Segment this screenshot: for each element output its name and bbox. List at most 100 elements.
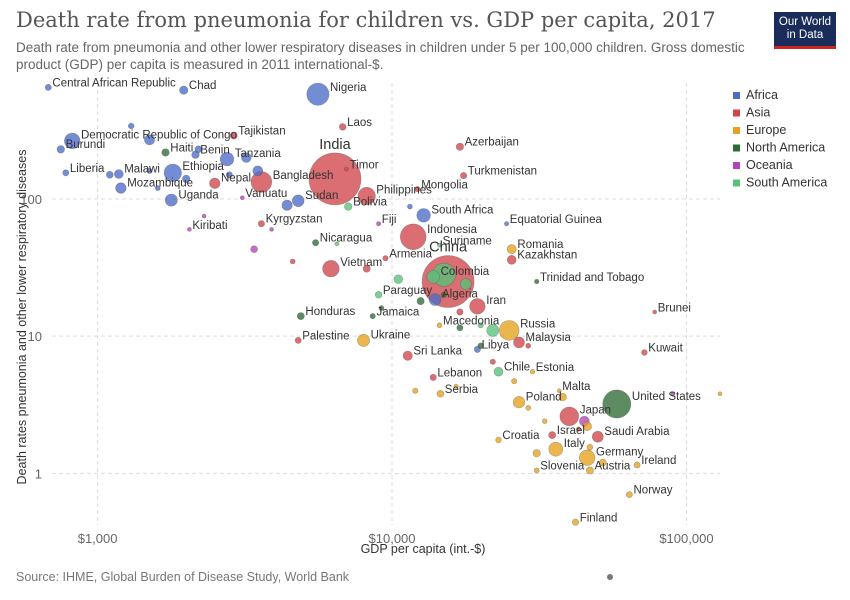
data-point[interactable]	[114, 169, 124, 179]
legend-swatch[interactable]	[733, 92, 740, 99]
data-point[interactable]	[586, 466, 594, 475]
data-point[interactable]	[128, 122, 135, 130]
data-point[interactable]	[219, 152, 235, 167]
legend-swatch[interactable]	[733, 162, 740, 169]
data-point[interactable]	[362, 264, 371, 273]
data-point[interactable]	[641, 349, 648, 356]
data-point[interactable]	[456, 308, 464, 316]
data-point[interactable]	[407, 203, 413, 210]
data-point[interactable]	[717, 391, 723, 397]
data-point[interactable]	[334, 241, 340, 247]
data-point[interactable]	[426, 270, 440, 284]
data-point[interactable]	[602, 389, 632, 419]
data-point[interactable]	[532, 449, 541, 458]
data-point[interactable]	[229, 131, 238, 140]
data-point[interactable]	[428, 293, 442, 306]
data-point[interactable]	[322, 260, 340, 278]
legend-item-label[interactable]: Asia	[746, 106, 770, 120]
data-point[interactable]	[489, 358, 496, 365]
data-point[interactable]	[201, 213, 207, 219]
data-point[interactable]	[62, 169, 70, 177]
data-point[interactable]	[64, 132, 81, 149]
data-point[interactable]	[257, 220, 265, 228]
data-point[interactable]	[591, 430, 604, 443]
data-point[interactable]	[436, 390, 445, 398]
data-point[interactable]	[344, 202, 353, 211]
data-point[interactable]	[575, 426, 581, 432]
data-point[interactable]	[44, 84, 52, 91]
data-point[interactable]	[306, 82, 330, 106]
data-point[interactable]	[400, 223, 427, 251]
data-point[interactable]	[312, 239, 320, 247]
data-point[interactable]	[477, 342, 484, 349]
data-point[interactable]	[534, 278, 540, 285]
data-point[interactable]	[529, 369, 536, 375]
data-point[interactable]	[455, 142, 464, 151]
data-point[interactable]	[252, 165, 264, 177]
data-point[interactable]	[506, 254, 517, 265]
data-point[interactable]	[179, 85, 189, 95]
data-points[interactable]	[44, 82, 723, 526]
data-point[interactable]	[296, 312, 305, 320]
data-point[interactable]	[477, 322, 484, 329]
data-point[interactable]	[106, 171, 114, 179]
data-point[interactable]	[357, 333, 370, 347]
data-point[interactable]	[144, 134, 155, 146]
data-point[interactable]	[453, 383, 459, 389]
data-point[interactable]	[163, 163, 182, 182]
data-point[interactable]	[541, 418, 548, 424]
data-point[interactable]	[652, 309, 658, 315]
data-point[interactable]	[486, 323, 500, 337]
timeline-dot[interactable]	[607, 574, 613, 580]
data-point[interactable]	[382, 255, 389, 262]
data-point[interactable]	[559, 406, 579, 427]
legend-item-label[interactable]: North America	[746, 141, 825, 155]
data-point[interactable]	[402, 350, 413, 361]
data-point[interactable]	[294, 336, 302, 344]
data-point[interactable]	[161, 148, 170, 157]
data-point[interactable]	[670, 391, 676, 397]
data-point[interactable]	[369, 313, 376, 320]
owid-logo[interactable]: Our World in Data	[774, 12, 836, 49]
data-point[interactable]	[250, 245, 258, 253]
data-point[interactable]	[416, 208, 431, 223]
data-point[interactable]	[440, 291, 448, 298]
data-point[interactable]	[56, 145, 65, 154]
data-point[interactable]	[548, 441, 564, 457]
data-point[interactable]	[154, 185, 161, 191]
data-point[interactable]	[241, 152, 252, 163]
data-point[interactable]	[493, 366, 504, 377]
legend[interactable]: Africa Asia Europe North America Oceania Sout…	[733, 88, 827, 190]
data-point[interactable]	[456, 324, 464, 332]
data-point[interactable]	[556, 388, 562, 394]
data-point[interactable]	[357, 187, 376, 206]
data-point[interactable]	[533, 467, 540, 474]
data-point[interactable]	[598, 458, 607, 467]
data-point[interactable]	[459, 278, 472, 290]
data-point[interactable]	[393, 274, 403, 284]
data-point[interactable]	[460, 172, 468, 180]
data-point[interactable]	[586, 444, 594, 451]
data-point[interactable]	[115, 182, 127, 194]
data-point[interactable]	[626, 491, 633, 498]
data-point[interactable]	[240, 195, 245, 201]
legend-item-label[interactable]: South America	[746, 176, 827, 190]
data-point[interactable]	[187, 227, 192, 232]
data-point[interactable]	[429, 373, 437, 381]
data-point[interactable]	[525, 342, 532, 349]
data-point[interactable]	[469, 298, 486, 315]
data-point[interactable]	[269, 227, 274, 232]
data-point[interactable]	[339, 123, 347, 131]
data-point[interactable]	[571, 518, 579, 526]
data-point[interactable]	[504, 221, 510, 227]
data-point[interactable]	[289, 258, 296, 265]
data-point[interactable]	[343, 166, 349, 172]
data-point[interactable]	[495, 436, 502, 444]
data-point[interactable]	[512, 396, 526, 409]
data-point[interactable]	[378, 305, 385, 311]
data-point[interactable]	[548, 431, 557, 439]
data-point[interactable]	[281, 199, 293, 211]
data-point[interactable]	[225, 171, 233, 179]
data-point[interactable]	[194, 145, 203, 154]
